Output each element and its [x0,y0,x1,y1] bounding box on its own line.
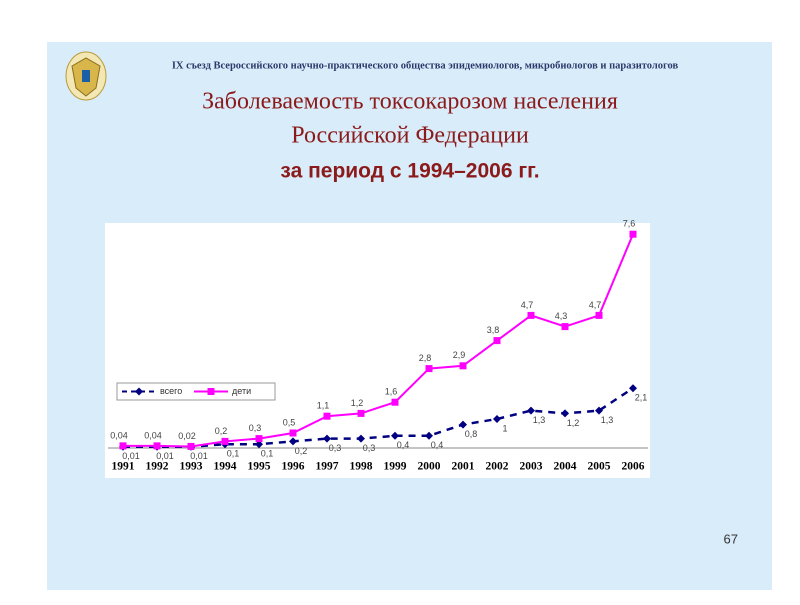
data-label: 4,7 [589,300,602,310]
marker [595,311,603,319]
data-label: 1,6 [385,387,398,397]
marker [527,311,535,319]
x-tick-label: 1994 [214,461,237,473]
marker [323,412,331,420]
data-label: 4,3 [555,311,568,321]
marker [493,415,501,423]
marker [221,437,229,445]
marker [255,440,263,449]
x-tick-label: 1991 [112,461,135,473]
data-label: 0,01 [156,451,174,461]
legend-marker [207,388,215,395]
title-line: Заболеваемость токсокарозом населения [202,89,618,115]
marker [187,442,195,450]
x-tick-label: 2006 [622,461,645,473]
data-label: 1,2 [351,398,364,408]
x-tick-label: 2002 [486,461,509,473]
marker [425,431,433,440]
marker [119,442,127,450]
x-tick-label: 1998 [350,461,373,473]
data-label: 0,5 [283,417,296,427]
data-label: 0,8 [465,429,478,439]
legend-marker [135,387,143,396]
marker [561,323,569,331]
marker [629,384,637,393]
data-label: 1,3 [533,415,546,425]
x-tick-label: 2001 [452,461,475,473]
data-label: 2,9 [453,350,466,360]
title-line: за период с 1994–2006 гг. [280,160,539,183]
data-label: 2,1 [635,393,648,403]
x-tick-label: 2004 [554,461,577,473]
marker [391,398,399,406]
chart-area [105,223,650,478]
marker [595,406,603,415]
marker [391,431,399,440]
data-label: 0,04 [144,430,162,440]
plot: 1991 1992 1993 1994 1995 1996 1997 1998 1999 2000… [108,219,648,473]
data-label: 0,2 [295,446,308,456]
x-tick-label: 2000 [418,461,441,473]
x-tick-label: 1992 [146,461,169,473]
marker [153,442,161,450]
marker [357,409,365,417]
x-tick-label: 2003 [520,461,543,473]
data-label: 0,1 [261,449,274,459]
data-label: 0,3 [249,423,262,433]
data-label: 1,2 [567,418,580,428]
data-label: 0,1 [227,449,240,459]
marker [289,437,297,446]
marker [527,406,535,415]
x-tick-label: 1993 [180,461,203,473]
legend-label: всего [160,386,182,396]
data-label: 0,4 [397,440,410,450]
marker [289,429,297,437]
data-label: 0,01 [122,451,140,461]
x-tick-label: 2005 [588,461,611,473]
data-label: 1,3 [601,415,614,425]
marker [493,337,501,345]
legend-label: дети [232,386,251,396]
header: IX съезд Всероссийского научно-практичес… [172,60,679,71]
data-label: 0,2 [215,426,228,436]
data-label: 2,8 [419,353,432,363]
marker [357,434,365,443]
marker [459,362,467,370]
marker [561,409,569,418]
marker [323,434,331,443]
series-line [123,233,634,448]
data-label: 0,4 [431,440,444,450]
marker [629,230,637,238]
data-label: 0,04 [110,430,128,440]
data-label: 3,8 [487,325,500,335]
x-tick-label: 1995 [248,461,271,473]
page-number: 67 [724,531,738,546]
emblem [65,51,107,101]
x-tick-label: 1996 [282,461,305,473]
x-tick-label: 1999 [384,461,407,473]
data-label: 0,02 [178,431,196,441]
data-label: 4,7 [521,300,534,310]
title-line: Российской Федерации [291,123,529,149]
data-label: 0,01 [190,451,208,461]
data-label: 0,3 [363,443,376,453]
data-label: 1,1 [317,401,330,411]
marker [459,420,467,429]
data-label: 7,6 [623,219,636,229]
data-label: 0,3 [329,443,342,453]
marker [425,365,433,373]
data-label: 1 [502,423,507,433]
x-tick-label: 1997 [316,461,339,473]
marker [255,435,263,443]
